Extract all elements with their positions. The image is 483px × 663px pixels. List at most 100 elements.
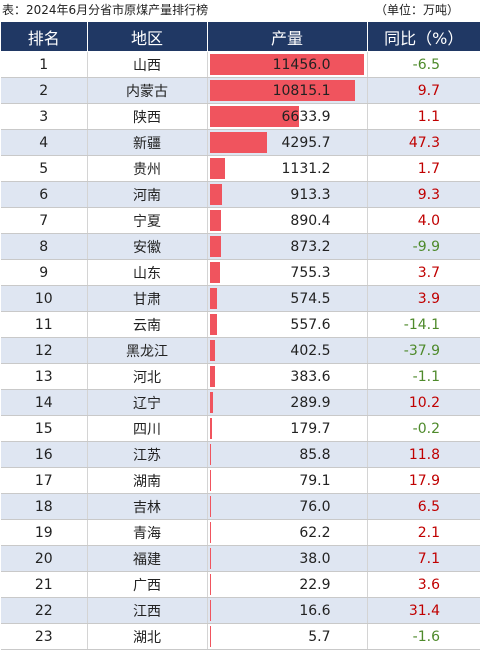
region-cell: 宁夏: [87, 207, 208, 234]
yoy-cell: 3.7: [367, 259, 480, 286]
table-row: 11 云南 557.6 -14.1: [1, 311, 480, 338]
region-cell: 湖北: [87, 623, 208, 650]
production-bar: [209, 54, 364, 75]
production-cell: 22.9: [207, 571, 368, 598]
table-row: 21 广西 22.9 3.6: [1, 571, 480, 598]
yoy-cell: 47.3: [367, 129, 480, 156]
header-yoy: 同比（%）: [367, 22, 480, 52]
production-value: 76.0: [299, 498, 331, 515]
region-cell: 辽宁: [87, 389, 208, 416]
yoy-cell: 3.6: [367, 571, 480, 598]
production-value: 557.6: [290, 316, 331, 333]
yoy-cell: 10.2: [367, 389, 480, 416]
production-cell: 873.2: [207, 233, 368, 260]
region-cell: 湖南: [87, 467, 208, 494]
table-row: 7 宁夏 890.4 4.0: [1, 207, 480, 234]
table-row: 16 江苏 85.8 11.8: [1, 441, 480, 468]
table-row: 10 甘肃 574.5 3.9: [1, 285, 480, 312]
rank-cell: 14: [1, 389, 88, 416]
production-bar: [209, 366, 215, 387]
production-bar: [209, 626, 211, 647]
rank-cell: 12: [1, 337, 88, 364]
rank-cell: 22: [1, 597, 88, 624]
region-cell: 山西: [87, 51, 208, 78]
table-body: 1 山西 11456.0 -6.5 2 内蒙古 10815.1 9.7 3 陕西 6633.9 1.1…: [1, 51, 480, 650]
yoy-cell: 6.5: [367, 493, 480, 520]
production-value: 11456.0: [272, 56, 331, 73]
rank-cell: 18: [1, 493, 88, 520]
production-value: 16.6: [299, 602, 331, 619]
production-value: 62.2: [299, 524, 331, 541]
table-row: 17 湖南 79.1 17.9: [1, 467, 480, 494]
yoy-cell: 4.0: [367, 207, 480, 234]
table-row: 18 吉林 76.0 6.5: [1, 493, 480, 520]
production-bar: [209, 392, 214, 413]
table-row: 22 江西 16.6 31.4: [1, 597, 480, 624]
rank-cell: 21: [1, 571, 88, 598]
table-row: 5 贵州 1131.2 1.7: [1, 155, 480, 182]
production-cell: 38.0: [207, 545, 368, 572]
production-value: 873.2: [290, 238, 331, 255]
production-cell: 16.6: [207, 597, 368, 624]
production-cell: 6633.9: [207, 103, 368, 130]
yoy-cell: 17.9: [367, 467, 480, 494]
yoy-cell: -6.5: [367, 51, 480, 78]
region-cell: 内蒙古: [87, 77, 208, 104]
production-bar: [209, 210, 222, 231]
table-row: 19 青海 62.2 2.1: [1, 519, 480, 546]
rank-cell: 10: [1, 285, 88, 312]
header-row: 排名 地区 产量 同比（%）: [1, 22, 480, 52]
table-row: 4 新疆 4295.7 47.3: [1, 129, 480, 156]
region-cell: 河北: [87, 363, 208, 390]
coal-production-table: 排名 地区 产量 同比（%） 1 山西 11456.0 -6.5 2 内蒙古 10815.1…: [1, 22, 480, 650]
production-bar: [209, 444, 211, 465]
production-bar: [209, 522, 211, 543]
yoy-cell: -1.6: [367, 623, 480, 650]
production-bar: [209, 470, 211, 491]
yoy-cell: 11.8: [367, 441, 480, 468]
production-bar: [209, 184, 222, 205]
header-rank: 排名: [1, 22, 88, 52]
yoy-cell: 1.7: [367, 155, 480, 182]
production-cell: 76.0: [207, 493, 368, 520]
rank-cell: 19: [1, 519, 88, 546]
rank-cell: 15: [1, 415, 88, 442]
table-row: 6 河南 913.3 9.3: [1, 181, 480, 208]
rank-cell: 16: [1, 441, 88, 468]
yoy-cell: 2.1: [367, 519, 480, 546]
production-value: 6633.9: [281, 108, 331, 125]
rank-cell: 20: [1, 545, 88, 572]
region-cell: 四川: [87, 415, 208, 442]
header-production: 产量: [207, 22, 368, 52]
table-row: 20 福建 38.0 7.1: [1, 545, 480, 572]
table-row: 23 湖北 5.7 -1.6: [1, 623, 480, 650]
rank-cell: 7: [1, 207, 88, 234]
production-bar: [209, 314, 217, 335]
region-cell: 吉林: [87, 493, 208, 520]
region-cell: 甘肃: [87, 285, 208, 312]
production-bar: [209, 236, 222, 257]
yoy-cell: 1.1: [367, 103, 480, 130]
table-row: 2 内蒙古 10815.1 9.7: [1, 77, 480, 104]
rank-cell: 11: [1, 311, 88, 338]
production-value: 10815.1: [272, 82, 331, 99]
rank-cell: 3: [1, 103, 88, 130]
production-cell: 5.7: [207, 623, 368, 650]
production-bar: [209, 418, 212, 439]
production-cell: 890.4: [207, 207, 368, 234]
production-value: 4295.7: [281, 134, 331, 151]
rank-cell: 2: [1, 77, 88, 104]
production-value: 5.7: [308, 628, 331, 645]
production-bar: [209, 496, 211, 517]
region-cell: 广西: [87, 571, 208, 598]
production-cell: 1131.2: [207, 155, 368, 182]
yoy-cell: -9.9: [367, 233, 480, 260]
header-region: 地区: [87, 22, 208, 52]
rank-cell: 9: [1, 259, 88, 286]
production-cell: 11456.0: [207, 51, 368, 78]
region-cell: 云南: [87, 311, 208, 338]
production-value: 22.9: [299, 576, 331, 593]
rank-cell: 5: [1, 155, 88, 182]
table-caption: 表：2024年6月分省市原煤产量排行榜 （单位：万吨）: [0, 0, 483, 22]
production-cell: 913.3: [207, 181, 368, 208]
